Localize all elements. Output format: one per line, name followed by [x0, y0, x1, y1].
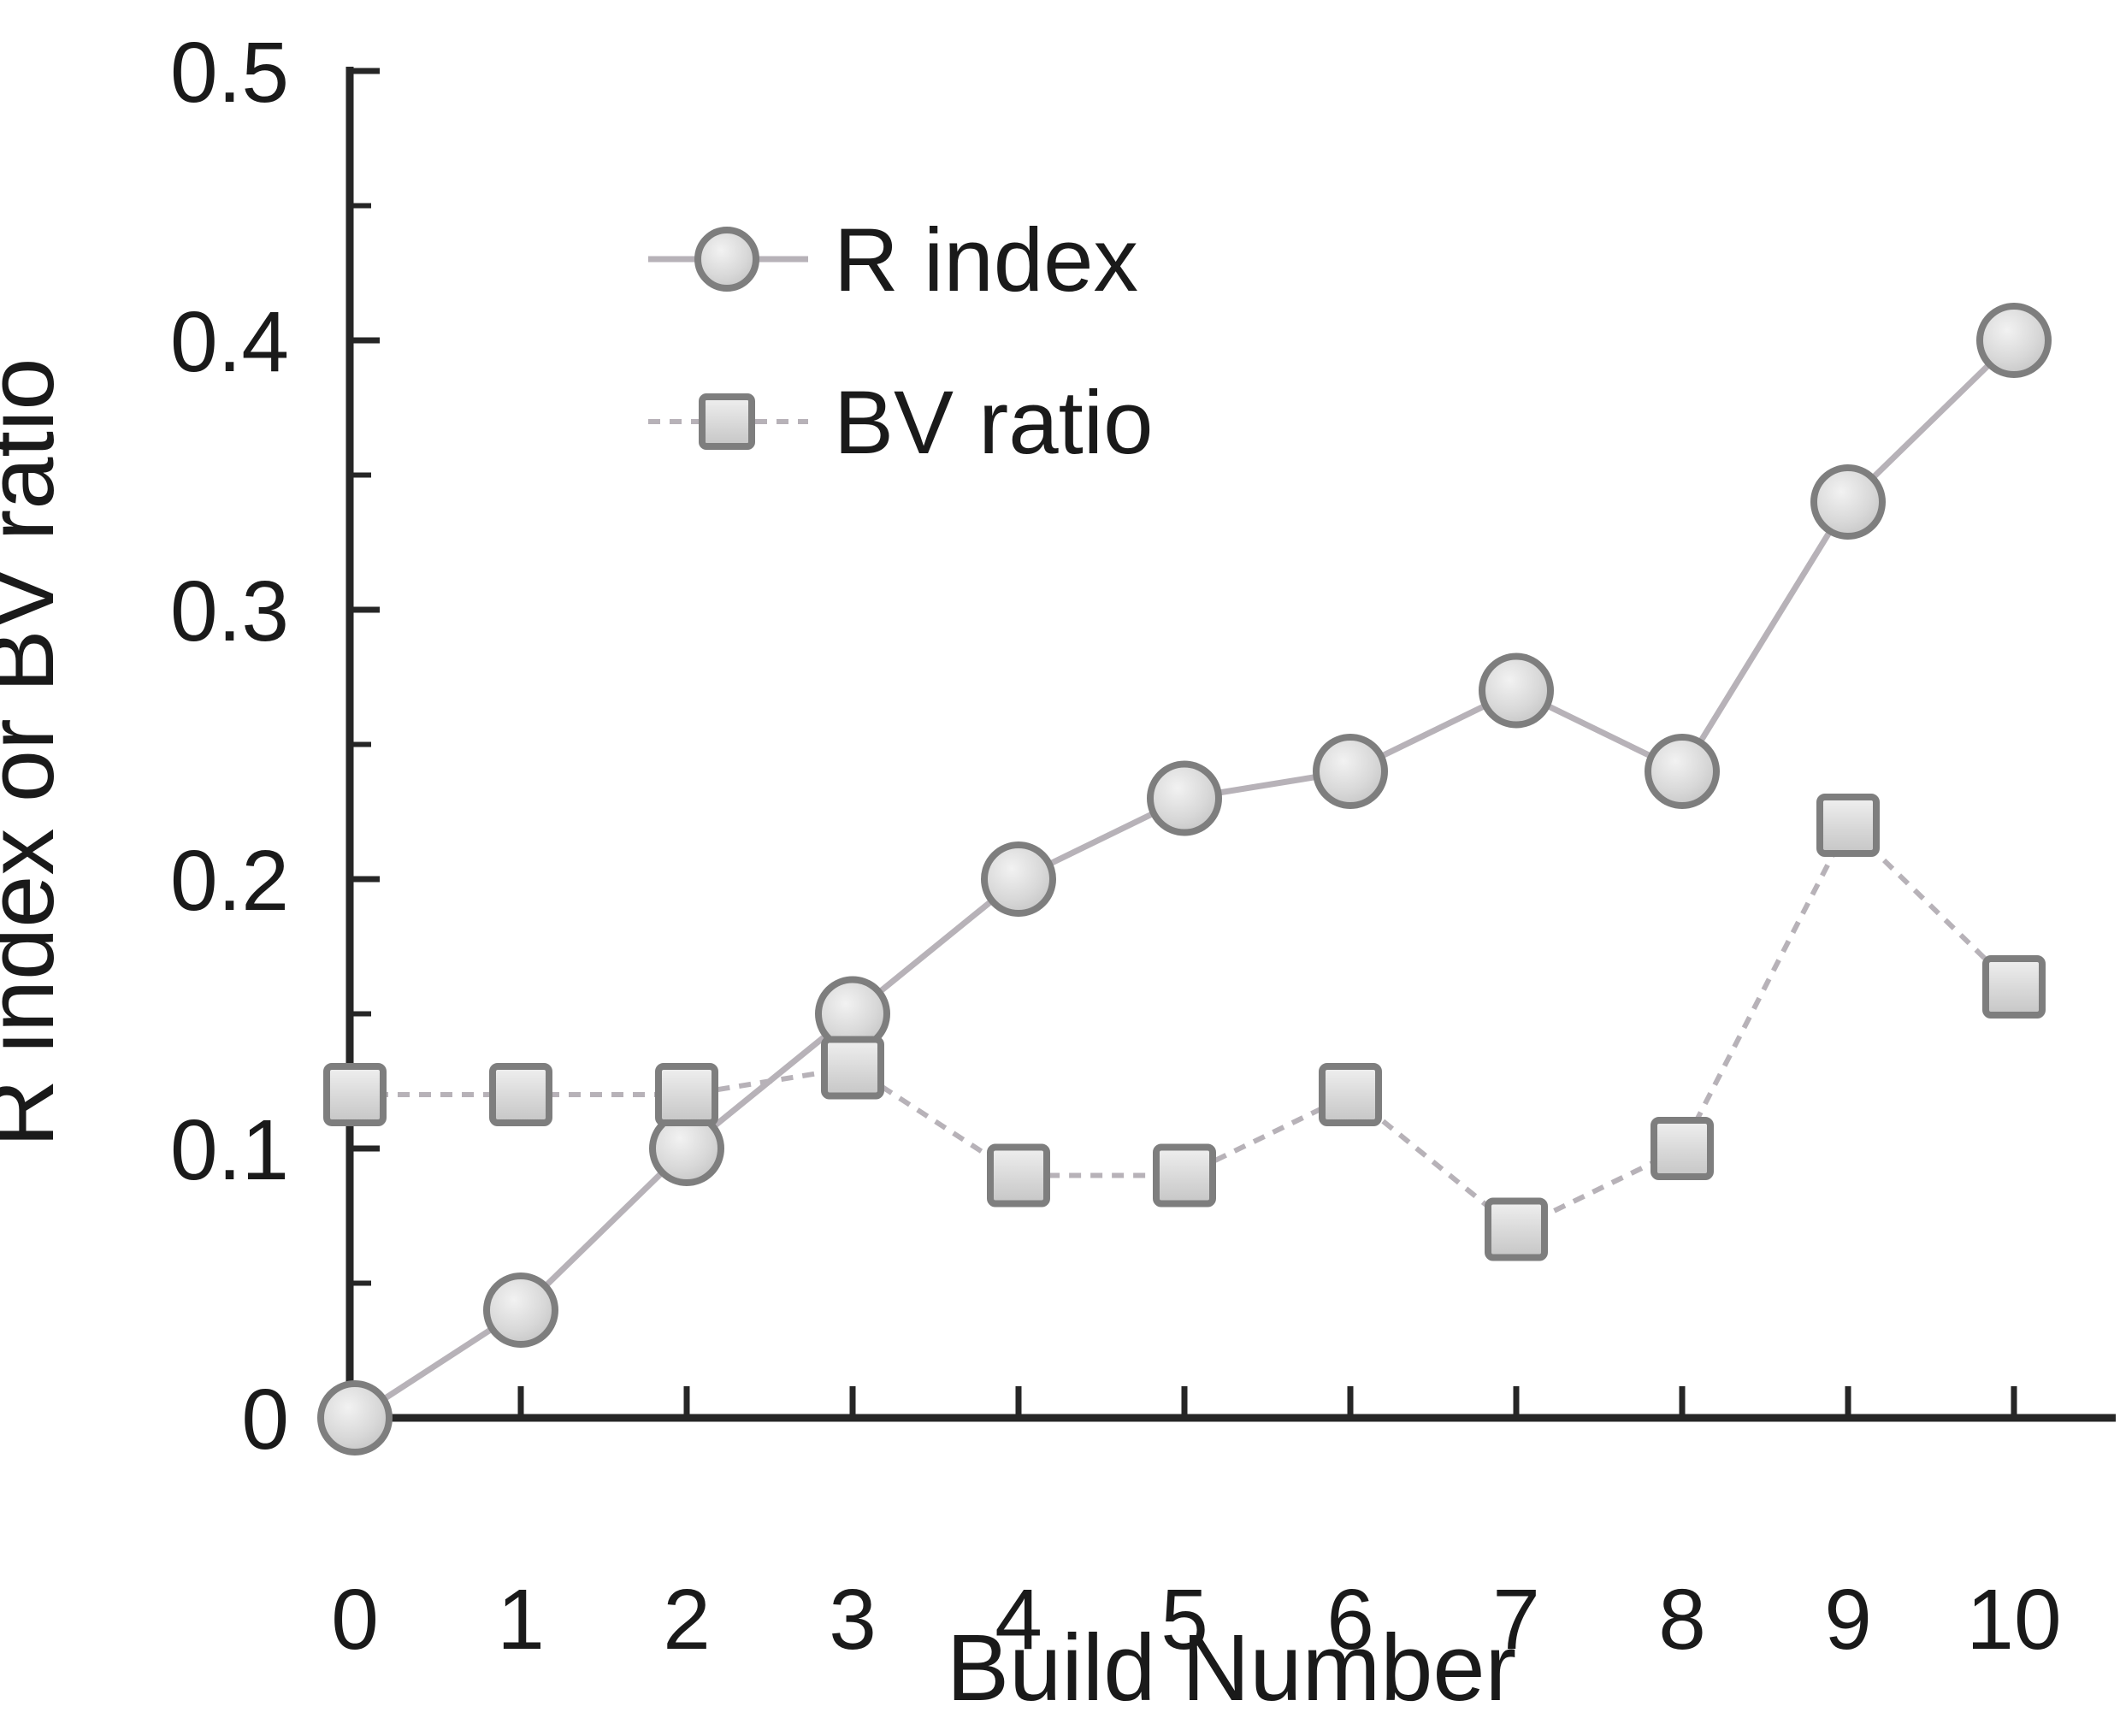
series-line: [353, 338, 2017, 1420]
legend-circle-marker: [694, 227, 759, 292]
x-tick-label: 8: [1658, 1572, 1706, 1668]
data-point-square: [1485, 1197, 1548, 1261]
x-tick-label: 5: [1160, 1572, 1208, 1668]
series-bv-ratio: [323, 794, 2046, 1261]
axes: 0 0.1 0.2 0.3 0.4 0.5 0 1 2 3 4 5 6 7 8 9 10: [170, 25, 2116, 1668]
data-point-circle: [1479, 652, 1554, 729]
data-point-circle: [1976, 303, 2052, 378]
x-tick-label: 3: [829, 1572, 877, 1668]
x-tick-label: 4: [995, 1572, 1042, 1668]
data-point-circle: [1313, 734, 1388, 809]
legend-square-marker: [699, 393, 755, 450]
legend-label: R index: [834, 210, 1138, 310]
legend: R index BV ratio: [648, 210, 1154, 473]
y-tick-label: 0.1: [170, 1102, 289, 1198]
data-point-square: [323, 1063, 387, 1126]
data-point-circle: [1645, 734, 1720, 809]
data-point-circle: [1810, 464, 1886, 540]
data-point-square: [1651, 1117, 1714, 1180]
data-point-square: [655, 1063, 718, 1126]
y-axis-title: R index or BV ratio: [0, 357, 74, 1147]
series-lines-and-markers: [317, 303, 2052, 1456]
x-tick-label: 7: [1492, 1572, 1540, 1668]
legend-label: BV ratio: [834, 373, 1154, 473]
data-point-circle: [981, 841, 1056, 917]
x-tick-label: 10: [1966, 1572, 2061, 1668]
series-r-index: [317, 303, 2052, 1456]
x-axis-title: Build Number: [947, 1615, 1516, 1721]
x-tick-label: 0: [331, 1572, 379, 1668]
data-point-square: [987, 1143, 1050, 1208]
data-point-circle: [1147, 760, 1222, 836]
y-tick-label: 0.2: [170, 833, 289, 929]
x-tick-label: 9: [1824, 1572, 1872, 1668]
data-point-square: [1816, 794, 1880, 857]
legend-item-r-index: R index: [648, 210, 1138, 310]
x-tick-label: 1: [497, 1572, 545, 1668]
data-point-square: [1153, 1143, 1216, 1208]
data-point-square: [821, 1036, 884, 1100]
y-tick-label: 0.3: [170, 564, 289, 659]
data-point-square: [489, 1063, 552, 1126]
data-point-circle: [483, 1272, 558, 1348]
data-point-square: [1982, 955, 2046, 1019]
data-point-circle: [317, 1380, 393, 1456]
legend-item-bv-ratio: BV ratio: [648, 373, 1154, 473]
y-tick-label: 0.4: [170, 294, 289, 390]
y-tick-label: 0: [241, 1372, 289, 1467]
data-point-square: [1319, 1063, 1382, 1126]
y-tick-label: 0.5: [170, 25, 289, 121]
x-tick-label: 6: [1326, 1572, 1374, 1668]
x-tick-label: 2: [663, 1572, 711, 1668]
